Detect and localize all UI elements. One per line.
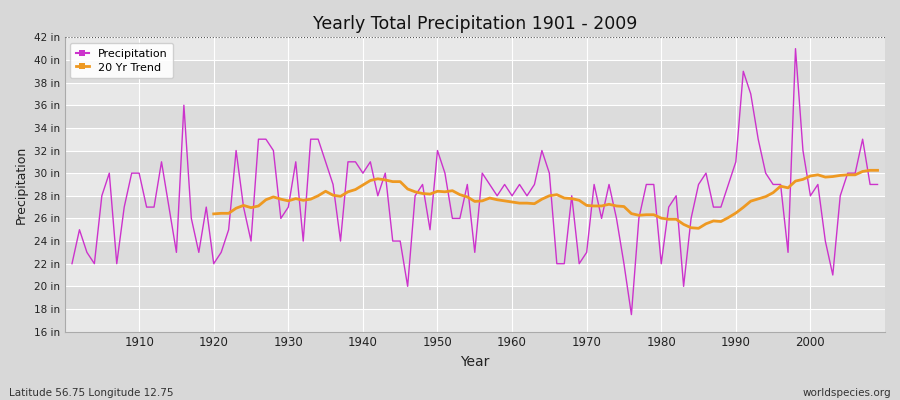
X-axis label: Year: Year — [460, 355, 490, 369]
Legend: Precipitation, 20 Yr Trend: Precipitation, 20 Yr Trend — [70, 43, 173, 78]
Bar — [65, 83, 885, 105]
Text: Latitude 56.75 Longitude 12.75: Latitude 56.75 Longitude 12.75 — [9, 388, 174, 398]
Bar — [65, 309, 885, 332]
Text: worldspecies.org: worldspecies.org — [803, 388, 891, 398]
Bar — [65, 128, 885, 150]
Bar — [65, 37, 885, 60]
Bar — [65, 173, 885, 196]
Bar — [65, 218, 885, 241]
Y-axis label: Precipitation: Precipitation — [15, 145, 28, 224]
Bar — [65, 264, 885, 286]
Title: Yearly Total Precipitation 1901 - 2009: Yearly Total Precipitation 1901 - 2009 — [312, 15, 637, 33]
